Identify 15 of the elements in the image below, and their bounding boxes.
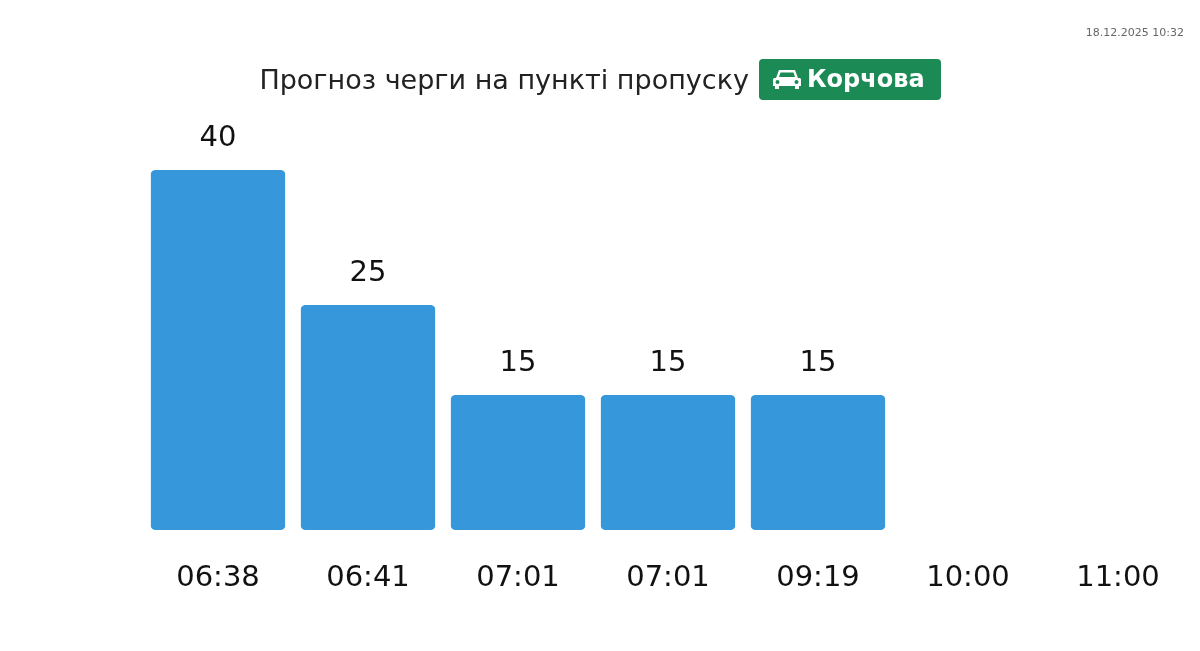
x-tick-label: 06:38 <box>176 558 260 593</box>
data-label: 40 <box>199 119 237 153</box>
text: 18.12.2025 10:32 <box>1085 26 1184 39</box>
data-label: 15 <box>649 344 687 378</box>
data-label: 15 <box>499 344 537 378</box>
data-label: 25 <box>349 254 387 288</box>
chart-title: Прогноз черги на пункті пропуску <box>259 64 749 95</box>
data-label: 15 <box>799 344 837 378</box>
x-tick-label: 09:19 <box>776 558 860 593</box>
x-tick-label: 10:00 <box>926 558 1010 593</box>
x-tick-label: 11:00 <box>1076 558 1160 593</box>
x-tick-label: 07:01 <box>476 558 560 593</box>
x-tick-label: 07:01 <box>626 558 710 593</box>
chart-subtitle: Корчова <box>806 65 925 93</box>
x-tick-label: 06:41 <box>326 558 410 593</box>
